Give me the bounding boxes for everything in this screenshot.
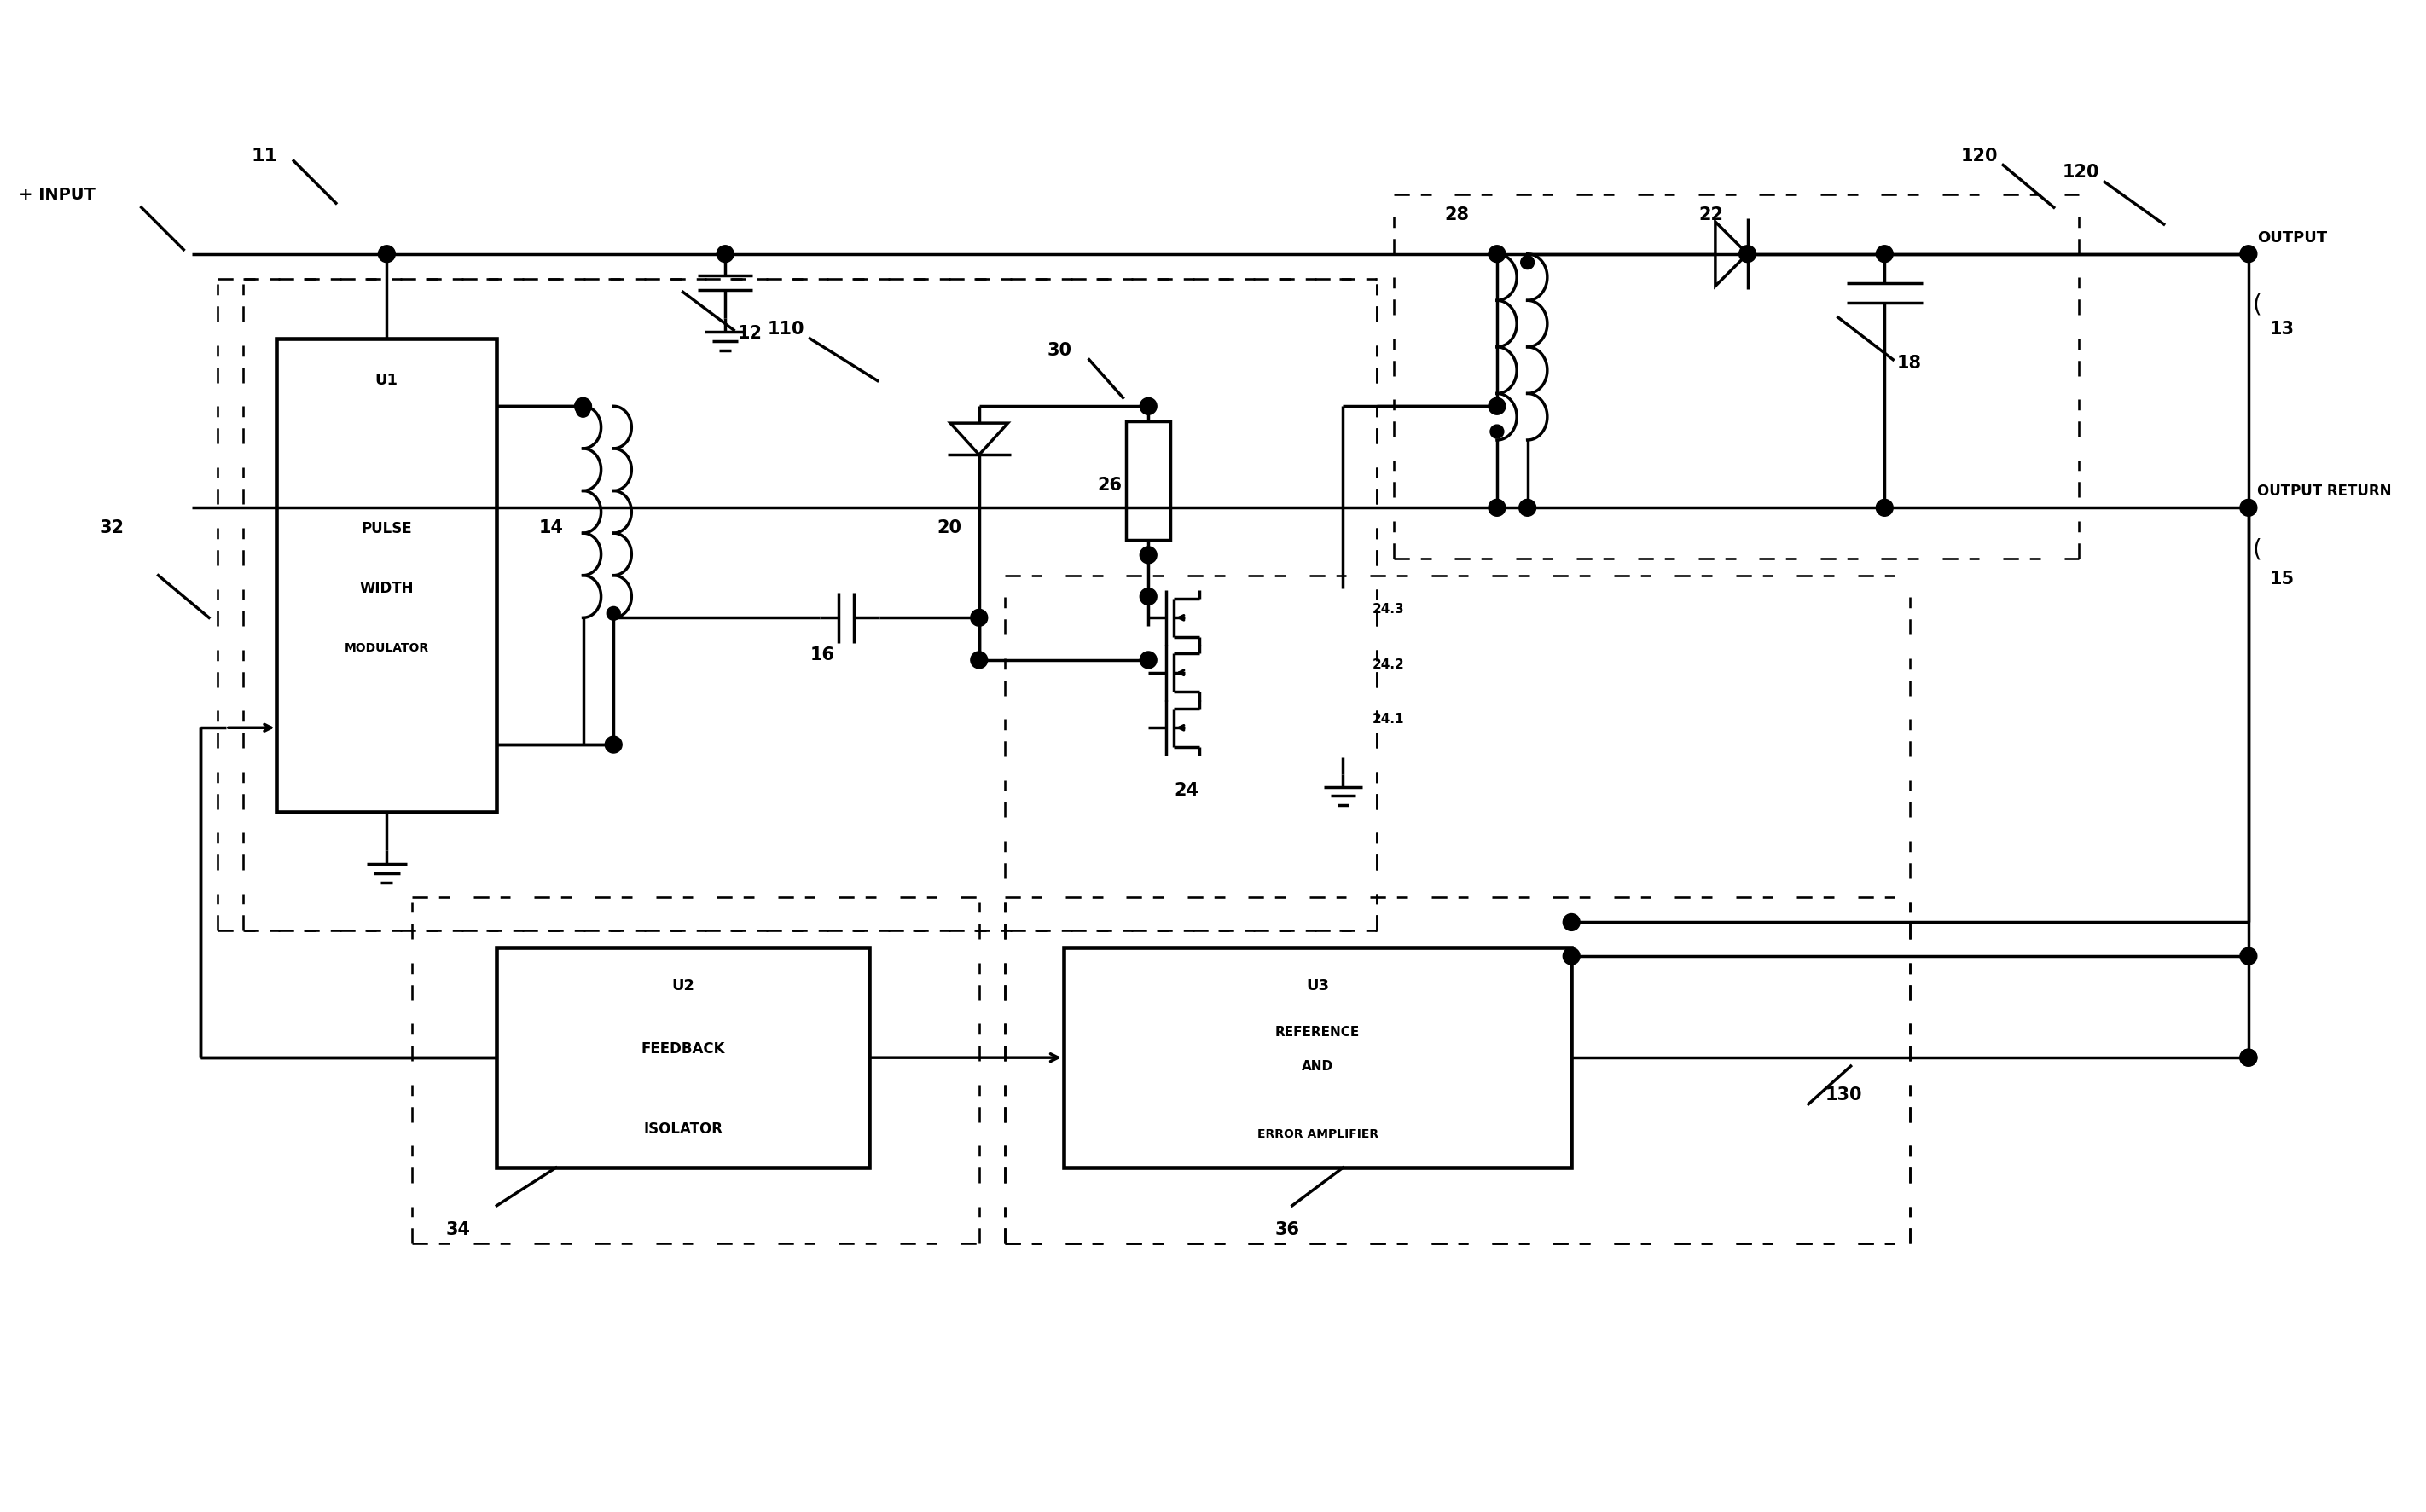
Circle shape [2239, 1049, 2256, 1066]
Text: 120: 120 [2062, 165, 2098, 181]
Text: 11: 11 [252, 147, 279, 165]
Circle shape [604, 736, 621, 753]
Circle shape [1519, 499, 1536, 516]
Circle shape [1562, 913, 1579, 931]
Text: 14: 14 [539, 520, 563, 537]
Circle shape [1490, 425, 1504, 438]
Circle shape [575, 398, 592, 414]
Text: 130: 130 [1824, 1086, 1863, 1104]
Text: 30: 30 [1046, 342, 1072, 358]
Circle shape [2239, 499, 2256, 516]
Text: 20: 20 [936, 520, 961, 537]
Text: 12: 12 [738, 325, 762, 342]
Circle shape [577, 404, 590, 417]
Circle shape [970, 609, 987, 626]
Text: 13: 13 [2271, 321, 2295, 337]
Text: 24.3: 24.3 [1373, 603, 1405, 615]
Text: 110: 110 [767, 321, 805, 337]
Circle shape [970, 652, 987, 668]
Text: OUTPUT: OUTPUT [2256, 230, 2327, 245]
Text: MODULATOR: MODULATOR [344, 643, 429, 655]
Text: 26: 26 [1097, 478, 1123, 494]
Circle shape [1875, 245, 1892, 263]
Circle shape [1562, 948, 1579, 965]
Text: U3: U3 [1305, 978, 1329, 993]
Text: 18: 18 [1897, 354, 1921, 372]
Circle shape [1490, 499, 1507, 516]
Text: AND: AND [1303, 1060, 1334, 1074]
Text: 24.1: 24.1 [1373, 714, 1405, 726]
Circle shape [716, 245, 733, 263]
Text: 36: 36 [1276, 1222, 1300, 1238]
Text: 24: 24 [1174, 782, 1198, 798]
Circle shape [1140, 652, 1157, 668]
Text: (: ( [2254, 538, 2261, 562]
Bar [277, 339, 497, 812]
Text: WIDTH: WIDTH [359, 581, 415, 596]
Text: OUTPUT RETURN: OUTPUT RETURN [2256, 484, 2392, 499]
Text: + INPUT: + INPUT [19, 187, 95, 203]
Circle shape [2239, 948, 2256, 965]
Circle shape [1140, 588, 1157, 605]
Circle shape [2239, 245, 2256, 263]
Bar [1063, 948, 1572, 1167]
Text: 120: 120 [1960, 147, 1999, 165]
Text: (: ( [2254, 293, 2261, 316]
Text: 28: 28 [1443, 207, 1470, 224]
Text: U2: U2 [672, 978, 694, 993]
Text: FEEDBACK: FEEDBACK [640, 1042, 725, 1057]
Circle shape [1490, 245, 1507, 263]
Text: 34: 34 [446, 1222, 471, 1238]
Circle shape [1875, 499, 1892, 516]
Circle shape [1140, 547, 1157, 564]
Text: 24.2: 24.2 [1373, 658, 1405, 671]
Circle shape [1521, 256, 1533, 269]
Text: U1: U1 [376, 373, 398, 389]
Text: 22: 22 [1698, 207, 1722, 224]
Text: ISOLATOR: ISOLATOR [643, 1122, 723, 1137]
Circle shape [1490, 398, 1507, 414]
Text: REFERENCE: REFERENCE [1276, 1027, 1361, 1039]
Text: 15: 15 [2271, 570, 2295, 587]
Circle shape [606, 606, 621, 620]
Text: ERROR AMPLIFIER: ERROR AMPLIFIER [1257, 1128, 1378, 1140]
Circle shape [378, 245, 395, 263]
Circle shape [2239, 1049, 2256, 1066]
Text: 16: 16 [810, 646, 835, 664]
Circle shape [1140, 398, 1157, 414]
Circle shape [1739, 245, 1756, 263]
Text: PULSE: PULSE [361, 522, 412, 537]
Text: 32: 32 [99, 520, 124, 537]
Bar [1126, 422, 1169, 540]
Bar [497, 948, 869, 1167]
